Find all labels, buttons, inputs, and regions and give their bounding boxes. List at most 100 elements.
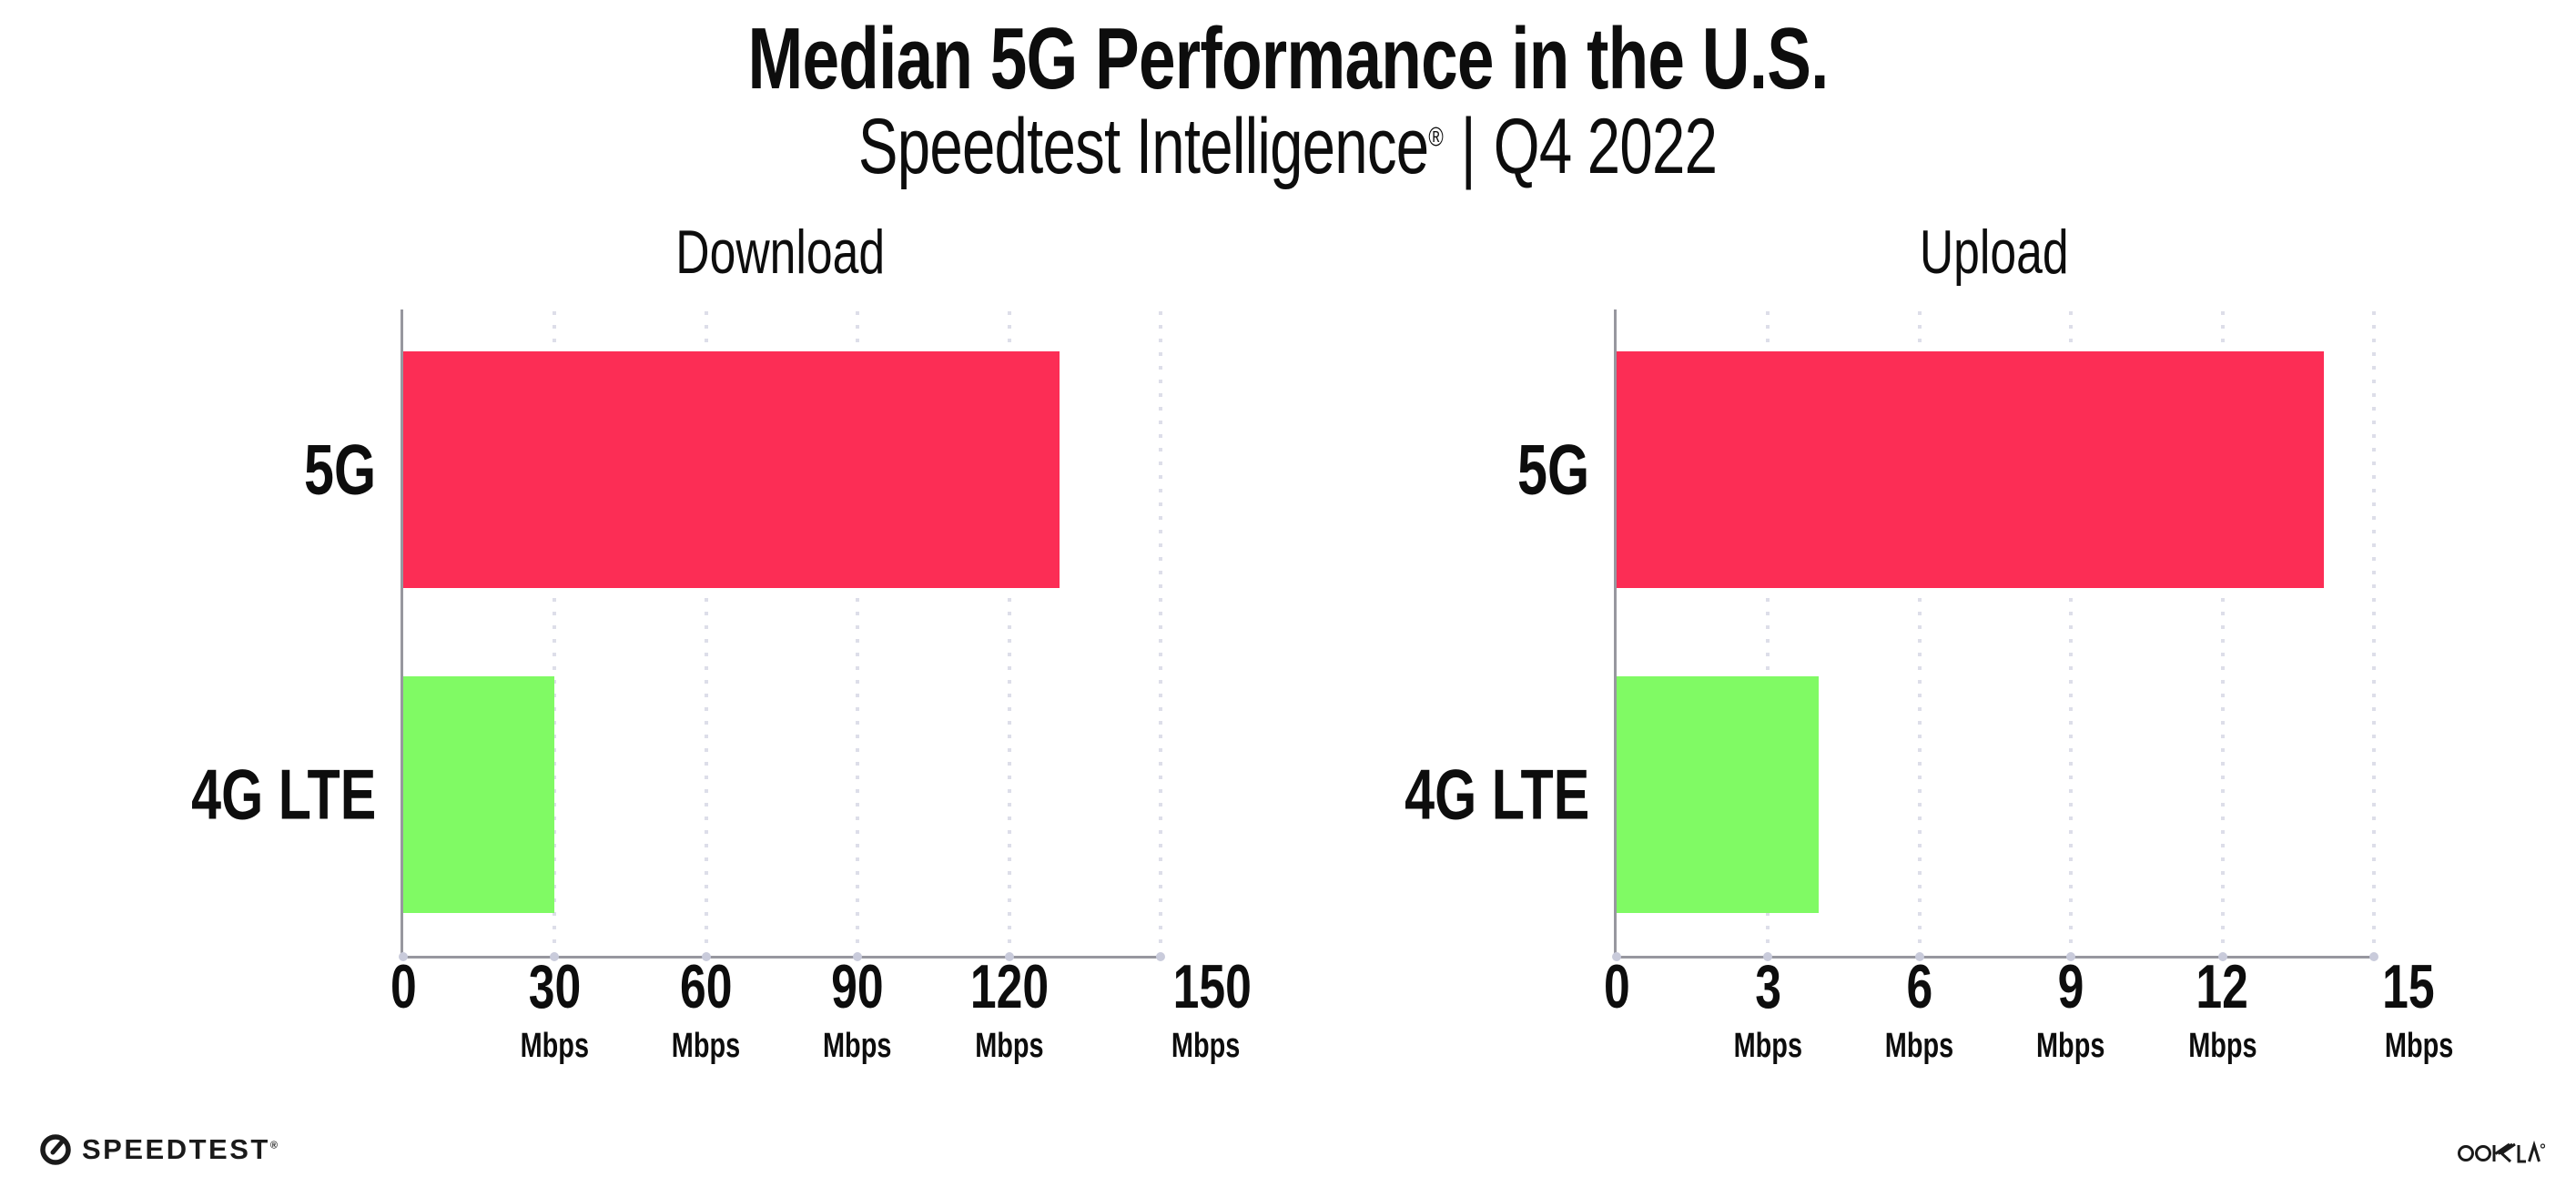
x-tick-value: 60	[481, 956, 932, 1018]
x-tick-unit-text: Mbps	[823, 1027, 892, 1065]
axis-tick-dot-15	[2369, 952, 2378, 961]
axis-tick-dot-30	[550, 952, 560, 961]
page-title: Median 5G Performance in the U.S.	[0, 9, 2576, 109]
gridline-9-mbps	[2069, 311, 2074, 959]
download-plot-area: Download 0 30 Mbps 60 Mbps 90 Mbps 120 Mbps 150 Mb…	[191, 218, 1252, 1063]
speedtest-gauge-icon	[40, 1134, 71, 1165]
x-tick-unit: Mbps	[707, 1029, 1008, 1063]
category-label-5g: 5G	[1495, 429, 1589, 512]
axis-tick-dot-150	[1156, 952, 1165, 961]
x-tick-unit: Mbps	[1694, 1029, 2145, 1063]
upload-plot-area: Upload 0 3 Mbps 6 Mbps 9 Mbps 12 Mbps 15 Mbps 5G 4G …	[1405, 218, 2453, 1063]
axis-tick-dot-0	[399, 952, 408, 961]
gridline-90-mbps	[856, 311, 860, 959]
gridline-15-mbps	[2372, 311, 2376, 959]
bar-5g-download	[403, 351, 1060, 588]
gridline-12-mbps	[2220, 311, 2225, 959]
x-tick-label-0: 0	[26, 956, 781, 1063]
x-tick-unit-text: Mbps	[974, 1027, 1044, 1065]
x-tick-value-text: 150	[1172, 952, 1252, 1021]
x-tick-unit-text: Mbps	[1733, 1027, 1803, 1065]
x-tick-value-text: 90	[831, 952, 884, 1021]
x-tick-value-text: 3	[1755, 952, 1781, 1021]
upload-chart-title: Upload	[1919, 218, 2069, 287]
axis-tick-dot-12	[2217, 952, 2227, 961]
x-tick-label-12: 12 Mbps	[2148, 956, 2297, 1063]
x-tick-value-text: 15	[2382, 952, 2435, 1021]
x-tick-value: 120	[935, 956, 1083, 1018]
axis-tick-dot-120	[1004, 952, 1014, 961]
x-tick-value-text: 0	[390, 952, 417, 1021]
gridline-150-mbps	[1159, 311, 1162, 959]
x-tick-unit-text: Mbps	[2187, 1027, 2257, 1065]
registered-mark: ®	[1428, 123, 1444, 153]
x-tick-value-text: 30	[528, 952, 582, 1021]
download-chart-title: Download	[675, 218, 886, 287]
category-label-5g: 5G	[281, 429, 376, 512]
x-tick-unit-text: Mbps	[2036, 1027, 2105, 1065]
gridline-6-mbps	[1917, 311, 1922, 959]
x-tick-label-0: 0	[1240, 956, 1994, 1063]
x-tick-label-120: 120 Mbps	[935, 956, 1083, 1063]
x-tick-unit: Mbps	[253, 1029, 857, 1063]
x-tick-value: 12	[2148, 956, 2297, 1018]
x-tick-label-30: 30 Mbps	[253, 956, 857, 1063]
ookla-wordmark-icon	[2458, 1140, 2546, 1163]
category-label-4g-lte: 4G LTE	[133, 754, 376, 837]
x-tick-unit-text: Mbps	[520, 1027, 590, 1065]
page-subtitle-text: Speedtest Intelligence® | Q4 2022	[858, 102, 1718, 192]
bar-4g-lte-download	[403, 676, 555, 913]
axis-tick-dot-3	[1763, 952, 1773, 961]
x-tick-unit: Mbps	[1466, 1029, 2070, 1063]
ookla-logo	[2458, 1140, 2546, 1170]
x-tick-unit: Mbps	[935, 1029, 1083, 1063]
category-label-text-4g-lte: 4G LTE	[190, 754, 376, 835]
category-label-text-4g-lte: 4G LTE	[1404, 754, 1589, 835]
subtitle-brand: Speedtest Intelligence	[858, 103, 1429, 190]
category-label-4g-lte: 4G LTE	[1346, 754, 1589, 837]
x-tick-value: 90	[707, 956, 1008, 1018]
x-tick-value-text: 6	[1906, 952, 1933, 1021]
x-tick-value-text: 120	[969, 952, 1049, 1021]
x-tick-unit-text: Mbps	[1171, 1027, 1241, 1065]
page-title-text: Median 5G Performance in the U.S.	[747, 10, 1829, 107]
x-tick-value: 0	[26, 956, 781, 1018]
speedtest-registered-mark: ®	[269, 1140, 278, 1151]
x-tick-value: 3	[1466, 956, 2070, 1018]
x-tick-label-3: 3 Mbps	[1466, 956, 2070, 1063]
x-tick-label-6: 6 Mbps	[1694, 956, 2145, 1063]
x-tick-label-60: 60 Mbps	[481, 956, 932, 1063]
x-tick-label-9: 9 Mbps	[1921, 956, 2221, 1063]
x-tick-unit: Mbps	[481, 1029, 932, 1063]
x-tick-value-text: 12	[2196, 952, 2249, 1021]
bar-4g-lte-upload	[1617, 676, 1819, 913]
x-tick-value-text: 60	[680, 952, 733, 1021]
axis-tick-dot-90	[853, 952, 863, 961]
x-tick-value: 6	[1694, 956, 2145, 1018]
speedtest-wordmark: SPEEDTEST®	[82, 1133, 278, 1165]
subtitle-separator: |	[1461, 103, 1476, 190]
axis-tick-dot-9	[2066, 952, 2076, 961]
gridline-60-mbps	[704, 311, 708, 959]
axis-tick-dot-6	[1914, 952, 1924, 961]
page-subtitle: Speedtest Intelligence® | Q4 2022	[0, 102, 2576, 192]
subtitle-period: Q4 2022	[1494, 103, 1718, 190]
axis-tick-dot-60	[701, 952, 711, 961]
gridline-30-mbps	[553, 311, 557, 959]
axis-tick-dot-0	[1612, 952, 1621, 961]
x-tick-unit: Mbps	[1921, 1029, 2221, 1063]
category-label-text-5g: 5G	[303, 429, 376, 510]
category-label-text-5g: 5G	[1516, 429, 1589, 510]
x-tick-unit: Mbps	[2148, 1029, 2297, 1063]
bar-5g-upload	[1617, 351, 2324, 588]
x-tick-value-text: 0	[1603, 952, 1630, 1021]
x-tick-unit-text: Mbps	[672, 1027, 741, 1065]
x-tick-label-90: 90 Mbps	[707, 956, 1008, 1063]
x-tick-unit-text: Mbps	[2384, 1027, 2454, 1065]
gridline-3-mbps	[1766, 311, 1770, 959]
x-tick-value: 0	[1240, 956, 1994, 1018]
speedtest-logo: SPEEDTEST®	[38, 1132, 278, 1167]
gridline-120-mbps	[1007, 311, 1011, 959]
x-tick-value: 9	[1921, 956, 2221, 1018]
